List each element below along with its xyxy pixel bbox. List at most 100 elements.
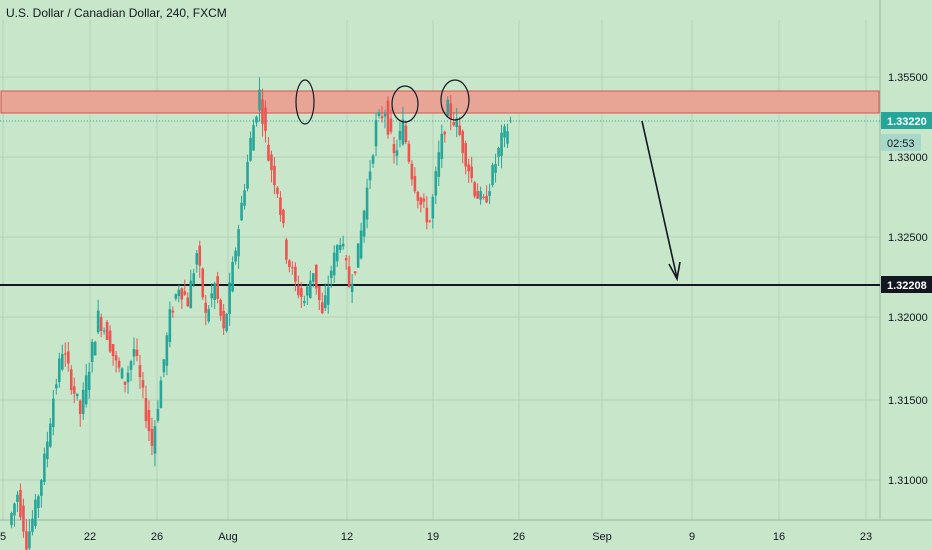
candle-body [180,288,184,300]
candle-body [425,207,429,223]
down-arrow-head [668,261,681,282]
candle-body [350,283,354,293]
candle-body [84,375,88,405]
candle-body [407,143,411,162]
candle-body [279,197,282,216]
countdown-tag [881,134,921,151]
candle-body [380,116,384,119]
candle-body [204,302,208,313]
candle-body [509,120,512,122]
candle-body [452,122,456,126]
candle-body [473,182,476,197]
candle-body [219,299,222,316]
y-tick-label: 1.33000 [888,152,928,164]
candle-body [306,286,309,296]
candle-body [111,344,115,356]
candle-body [249,137,252,161]
candle-body [195,253,199,265]
candle-body [291,267,294,269]
candle-body [413,176,417,192]
candle-body [392,143,396,154]
countdown-label: 02:53 [887,138,915,150]
candle-body [455,118,459,127]
candle-body [243,190,246,206]
candle-body [22,505,25,532]
candle-body [13,503,16,516]
candle-body [338,244,342,250]
candle-body [332,252,336,276]
candle-body [40,479,43,496]
candle-body [323,295,327,309]
top-circle-annotation[interactable] [295,79,315,125]
candle-body [258,89,261,111]
candle-body [404,125,408,143]
candle-body [362,210,366,237]
candle-body [16,494,19,502]
candle-body [300,288,303,297]
candle-body [446,99,450,116]
candle-body [479,191,482,200]
candle-body [31,518,34,532]
candle-body [288,260,291,267]
candle-body [449,103,453,119]
candle-body [49,423,52,447]
candle-body [66,351,70,364]
candle-body [138,365,142,378]
candle-body [96,310,100,333]
candle-body [37,496,40,509]
candle-body [491,164,494,186]
candle-body [461,131,464,153]
top-circle-annotation[interactable] [440,79,470,121]
resistance-zone[interactable] [0,90,880,114]
last-price-tag [881,112,932,129]
candle-body [43,453,46,483]
candle-body [132,349,136,357]
candle-body [129,361,133,370]
candle-body [428,220,432,222]
support-price-tag [881,276,932,293]
candle-body [72,386,76,394]
x-tick-label: 16 [773,531,785,543]
candle-body [353,271,357,274]
candle-body [437,152,441,177]
candle-body [201,268,205,298]
candle-body [52,398,55,428]
candle-body [58,358,61,383]
candle-body [237,229,240,257]
x-tick-label: 12 [341,531,353,543]
last-price-label: 1.33220 [887,116,927,128]
candle-body [234,250,237,262]
candle-body [102,330,106,332]
support-price-label: 1.32208 [887,280,927,292]
candle-body [198,245,202,266]
candle-body [341,243,345,247]
candle-body [309,280,312,298]
candle-body [297,285,300,296]
candle-body [210,293,213,299]
candle-body [159,380,163,409]
candle-body [488,191,491,196]
candle-body [25,531,28,550]
candle-body [120,368,124,379]
candle-body [150,428,154,447]
candle-body [108,330,112,352]
chart-title: U.S. Dollar / Canadian Dollar, 240, FXCM [6,6,227,20]
y-tick-label: 1.35500 [888,72,928,84]
candle-body [183,291,187,295]
candle-body [270,154,273,171]
candle-body [386,100,390,135]
candle-body [335,245,339,262]
down-arrow-shaft[interactable] [641,120,678,279]
candle-body [314,264,318,289]
candle-body [389,118,393,132]
candle-body [213,283,216,300]
candle-body [231,262,234,292]
candle-body [261,99,264,124]
candle-body [105,322,109,340]
top-circle-annotation[interactable] [391,85,419,123]
candle-body [377,112,381,117]
candle-body [144,398,148,422]
